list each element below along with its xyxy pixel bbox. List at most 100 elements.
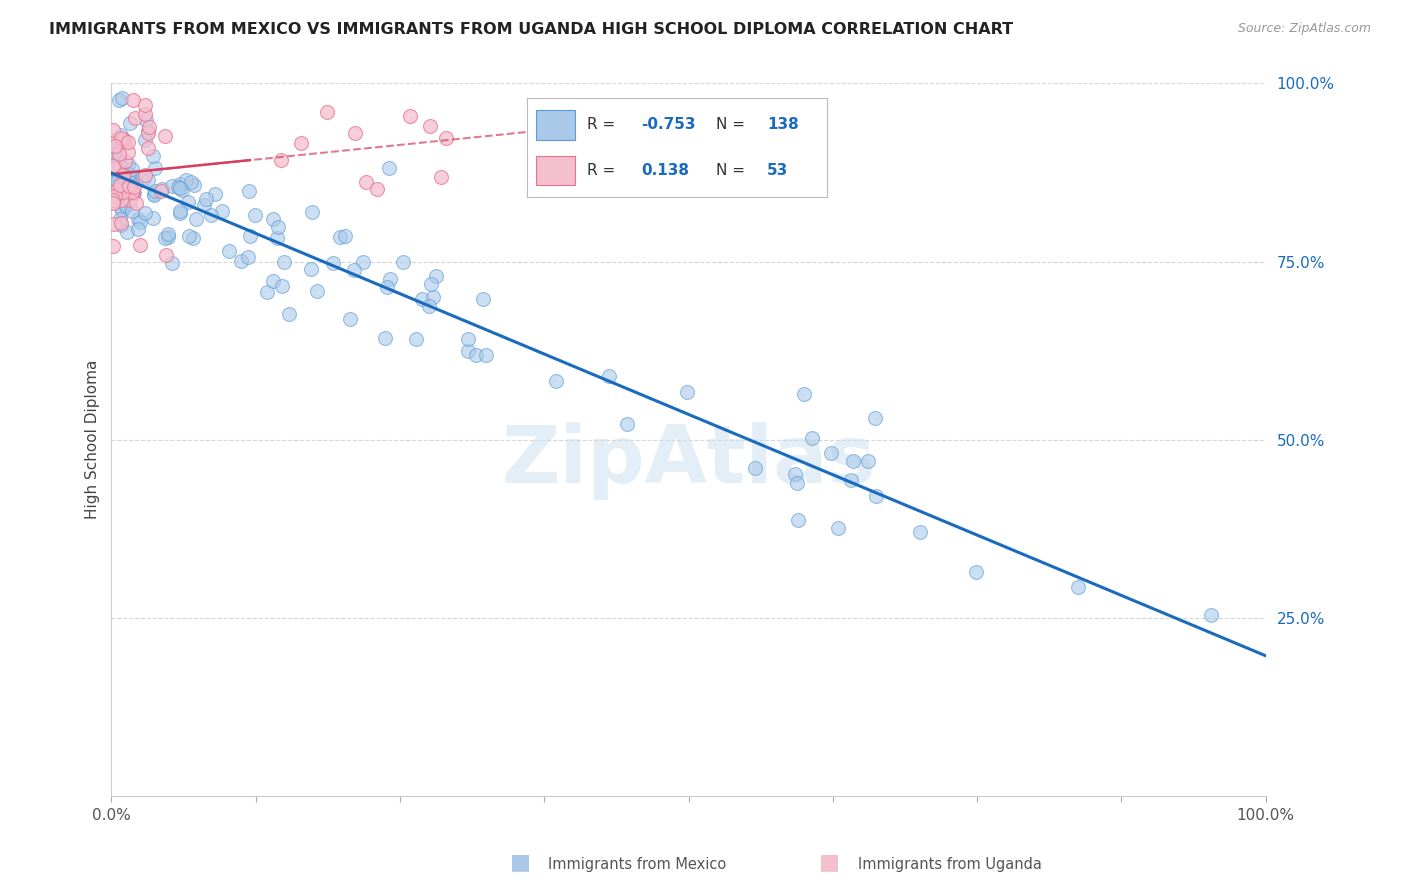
- Point: [783, 467, 806, 481]
- Point: [110, 160, 132, 174]
- Point: [865, 489, 887, 503]
- Point: [121, 162, 143, 177]
- Point: [134, 133, 156, 147]
- Point: [167, 180, 190, 194]
- Point: [153, 129, 176, 144]
- Point: [107, 154, 129, 169]
- Point: [239, 229, 262, 244]
- Point: [598, 368, 620, 383]
- Point: [108, 147, 131, 161]
- Point: [278, 308, 301, 322]
- Point: [155, 248, 177, 262]
- Point: [238, 184, 260, 198]
- Point: [125, 195, 148, 210]
- Point: [322, 255, 344, 269]
- Text: Source: ZipAtlas.com: Source: ZipAtlas.com: [1237, 22, 1371, 36]
- Point: [105, 135, 128, 149]
- Y-axis label: High School Diploma: High School Diploma: [86, 360, 100, 519]
- Point: [103, 150, 125, 164]
- Point: [121, 176, 143, 190]
- Point: [181, 231, 204, 245]
- Point: [793, 386, 815, 401]
- Point: [134, 206, 156, 220]
- Point: [111, 132, 134, 146]
- Point: [104, 147, 127, 161]
- Point: [104, 140, 127, 154]
- Point: [842, 454, 865, 468]
- Point: [122, 180, 145, 194]
- Point: [965, 565, 987, 579]
- Point: [238, 251, 260, 265]
- Point: [218, 244, 240, 258]
- Point: [110, 128, 132, 142]
- Point: [195, 192, 218, 206]
- Point: [142, 149, 165, 163]
- Point: [457, 332, 479, 346]
- Point: [839, 473, 862, 487]
- Point: [104, 170, 127, 185]
- Point: [179, 228, 201, 243]
- Point: [157, 227, 180, 241]
- Point: [111, 202, 134, 217]
- Point: [103, 177, 125, 191]
- Point: [101, 196, 124, 211]
- Point: [405, 332, 427, 346]
- Point: [392, 254, 415, 268]
- Point: [124, 111, 146, 125]
- Point: [411, 292, 433, 306]
- Point: [103, 180, 125, 194]
- Point: [127, 211, 149, 226]
- Point: [104, 189, 127, 203]
- Point: [343, 262, 366, 277]
- Point: [425, 268, 447, 283]
- Point: [786, 475, 808, 490]
- Point: [115, 199, 138, 213]
- Point: [128, 215, 150, 229]
- Point: [270, 153, 292, 167]
- Point: [1067, 580, 1090, 594]
- Point: [105, 174, 128, 188]
- Point: [245, 208, 267, 222]
- Point: [129, 238, 152, 252]
- Point: [108, 212, 131, 227]
- Point: [105, 183, 128, 197]
- Point: [399, 109, 422, 123]
- Point: [675, 384, 697, 399]
- Point: [856, 454, 879, 468]
- Text: Immigrants from Mexico: Immigrants from Mexico: [548, 857, 727, 872]
- Point: [105, 145, 128, 160]
- Point: [103, 188, 125, 202]
- Point: [138, 120, 160, 134]
- Point: [101, 195, 124, 210]
- Point: [262, 211, 284, 226]
- Point: [160, 178, 183, 193]
- Point: [378, 272, 401, 286]
- Point: [315, 105, 337, 120]
- Point: [184, 211, 207, 226]
- Point: [863, 410, 886, 425]
- Point: [475, 348, 498, 362]
- Point: [103, 163, 125, 178]
- Point: [111, 91, 134, 105]
- Point: [153, 231, 176, 245]
- Point: [143, 184, 166, 198]
- Point: [262, 274, 284, 288]
- Point: [174, 173, 197, 187]
- Point: [472, 293, 495, 307]
- Point: [142, 187, 165, 202]
- Point: [419, 119, 441, 133]
- Point: [908, 524, 931, 539]
- Point: [169, 181, 191, 195]
- Point: [122, 169, 145, 184]
- Point: [353, 255, 375, 269]
- Point: [465, 348, 488, 362]
- Point: [374, 331, 396, 345]
- Point: [266, 230, 288, 244]
- Point: [827, 521, 849, 535]
- Point: [544, 374, 567, 388]
- Point: [138, 141, 160, 155]
- Point: [122, 93, 145, 107]
- Point: [117, 145, 139, 160]
- Point: [110, 131, 132, 145]
- Point: [183, 178, 205, 192]
